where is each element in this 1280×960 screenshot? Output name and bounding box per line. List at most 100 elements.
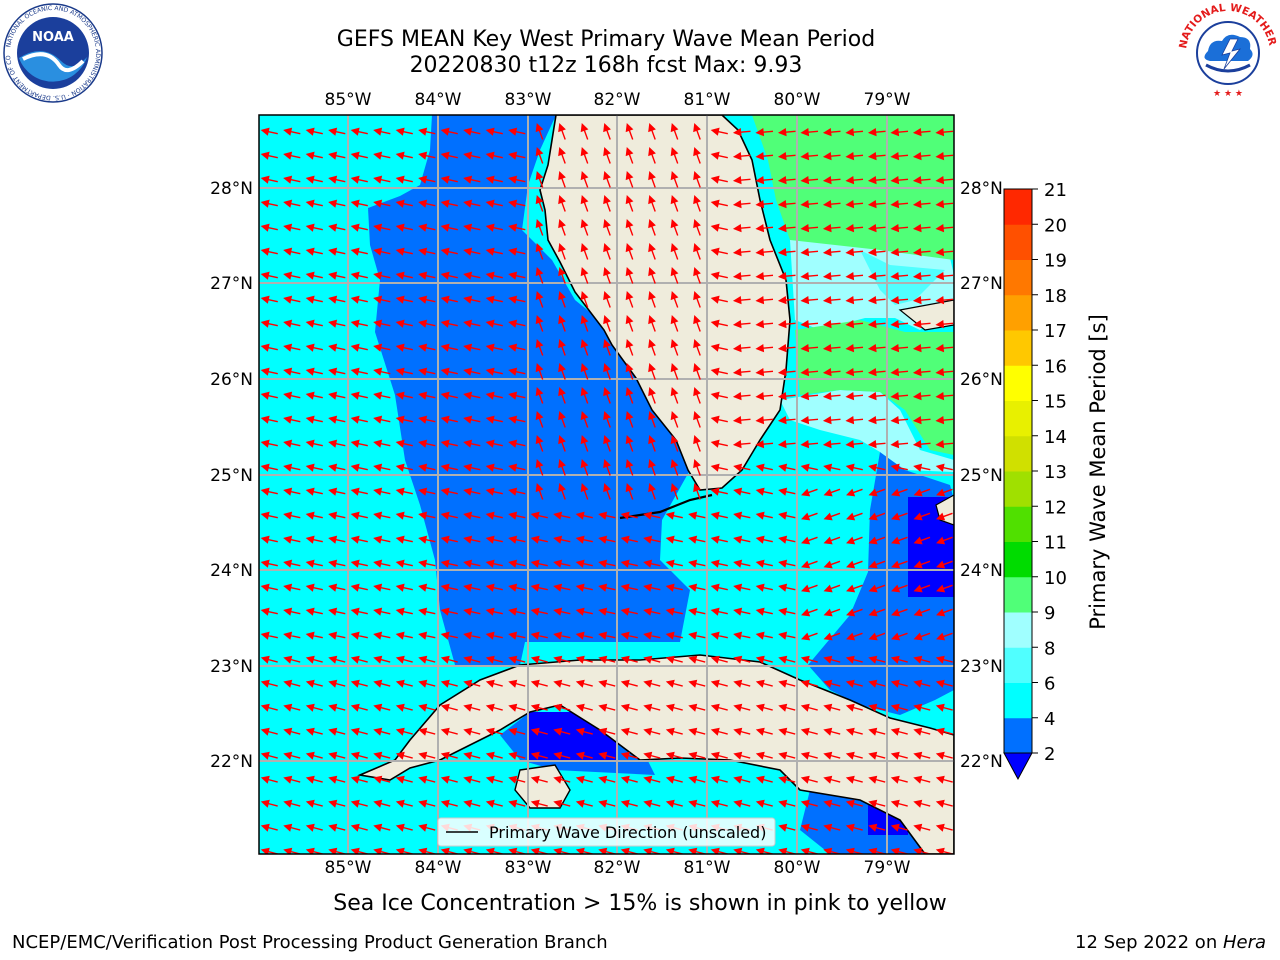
wave-direction-arrow xyxy=(485,775,503,784)
wave-direction-arrow xyxy=(283,703,301,712)
wave-direction-arrow xyxy=(283,631,301,640)
wave-direction-arrow xyxy=(822,152,841,161)
wave-direction-arrow xyxy=(777,224,796,233)
wave-direction-arrow xyxy=(283,607,301,616)
wave-direction-arrow xyxy=(508,319,526,328)
wave-direction-arrow xyxy=(373,463,391,472)
wave-direction-arrow xyxy=(620,583,638,592)
wave-direction-arrow xyxy=(732,224,751,233)
wave-direction-arrow xyxy=(935,416,954,425)
wave-direction-arrow xyxy=(350,727,368,736)
wave-direction-arrow xyxy=(800,463,818,472)
wave-direction-arrow xyxy=(603,315,611,332)
wave-direction-arrow xyxy=(283,271,301,280)
wave-direction-arrow xyxy=(305,151,323,160)
wave-direction-arrow xyxy=(936,632,953,641)
wave-direction-arrow xyxy=(777,272,796,281)
sea-ice-caption: Sea Ice Concentration > 15% is shown in … xyxy=(333,891,947,916)
wave-direction-arrow xyxy=(777,152,796,161)
wave-direction-arrow xyxy=(891,608,908,617)
wave-direction-arrow xyxy=(395,223,413,232)
wave-direction-arrow xyxy=(440,295,458,304)
wave-direction-arrow xyxy=(670,195,679,212)
wave-direction-arrow xyxy=(822,128,841,137)
wave-direction-arrow xyxy=(575,799,593,808)
noaa-logo-text: NOAA xyxy=(32,30,74,45)
wave-direction-arrow xyxy=(508,799,526,808)
wave-direction-arrow xyxy=(305,127,323,136)
wave-direction-arrow xyxy=(580,459,589,476)
wave-direction-arrow xyxy=(485,415,503,424)
wave-direction-arrow xyxy=(732,344,751,353)
wave-direction-arrow xyxy=(395,199,413,208)
wave-direction-arrow xyxy=(867,296,886,305)
wave-direction-arrow xyxy=(777,392,796,401)
wave-direction-arrow xyxy=(260,727,278,736)
wave-direction-arrow xyxy=(935,368,954,377)
wave-direction-arrow xyxy=(463,343,481,352)
wave-direction-arrow xyxy=(935,152,954,161)
wave-direction-arrow xyxy=(305,319,323,328)
wave-direction-arrow xyxy=(625,459,634,476)
wave-direction-arrow xyxy=(283,319,301,328)
wave-direction-arrow xyxy=(670,363,679,380)
wave-direction-arrow xyxy=(328,127,346,136)
wave-direction-arrow xyxy=(625,171,634,188)
wave-direction-arrow xyxy=(913,655,931,664)
wave-direction-arrow xyxy=(305,391,323,400)
wave-direction-arrow xyxy=(395,535,413,544)
wave-direction-arrow xyxy=(508,223,526,232)
wave-direction-arrow xyxy=(328,703,346,712)
wave-direction-arrow xyxy=(373,727,391,736)
wave-direction-arrow xyxy=(868,799,886,808)
wave-direction-arrow xyxy=(755,775,773,784)
wave-direction-arrow xyxy=(508,343,526,352)
wave-direction-arrow xyxy=(823,488,841,497)
wave-direction-arrow xyxy=(558,267,566,284)
wave-direction-arrow xyxy=(625,219,634,236)
wave-direction-arrow xyxy=(625,339,634,356)
wave-direction-arrow xyxy=(485,463,503,472)
wave-direction-arrow xyxy=(868,512,886,521)
wave-direction-arrow xyxy=(710,295,728,304)
wave-direction-arrow xyxy=(575,631,593,640)
wave-direction-arrow xyxy=(395,775,413,784)
wave-direction-arrow xyxy=(485,607,503,616)
wave-direction-arrow xyxy=(328,559,346,568)
wave-direction-arrow xyxy=(580,339,589,356)
wave-direction-arrow xyxy=(350,583,368,592)
wave-direction-arrow xyxy=(373,343,391,352)
wave-direction-arrow xyxy=(710,607,728,616)
wave-direction-arrow xyxy=(328,511,346,520)
wave-direction-arrow xyxy=(913,775,931,784)
wave-direction-arrow xyxy=(283,679,301,688)
wave-direction-arrow xyxy=(733,727,751,736)
wave-direction-arrow xyxy=(755,631,773,640)
wave-direction-arrow xyxy=(648,147,656,164)
wave-direction-arrow xyxy=(778,703,796,712)
wave-direction-arrow xyxy=(935,703,953,712)
wave-direction-arrow xyxy=(373,319,391,328)
wave-direction-arrow xyxy=(935,727,953,736)
wave-direction-arrow xyxy=(440,343,458,352)
wave-direction-arrow xyxy=(418,343,436,352)
wave-direction-arrow xyxy=(283,751,301,760)
wave-direction-arrow xyxy=(575,727,593,736)
wave-direction-arrow xyxy=(643,655,661,664)
wave-direction-arrow xyxy=(822,440,841,449)
wave-direction-arrow xyxy=(580,171,589,188)
wave-direction-arrow xyxy=(463,223,481,232)
wave-direction-arrow xyxy=(890,272,909,281)
wave-direction-arrow xyxy=(463,727,481,736)
wave-direction-arrow xyxy=(823,775,841,784)
colorbar-segment xyxy=(1004,682,1032,719)
wave-direction-arrow xyxy=(823,823,841,832)
wave-direction-arrow xyxy=(710,151,728,160)
lon-label-top: 81°W xyxy=(684,90,731,110)
wave-direction-arrow xyxy=(890,703,908,712)
wave-direction-arrow xyxy=(665,655,683,664)
wave-direction-arrow xyxy=(822,320,841,329)
wave-direction-arrow xyxy=(693,171,701,188)
wave-direction-arrow xyxy=(395,247,413,256)
wave-direction-arrow xyxy=(553,751,571,760)
